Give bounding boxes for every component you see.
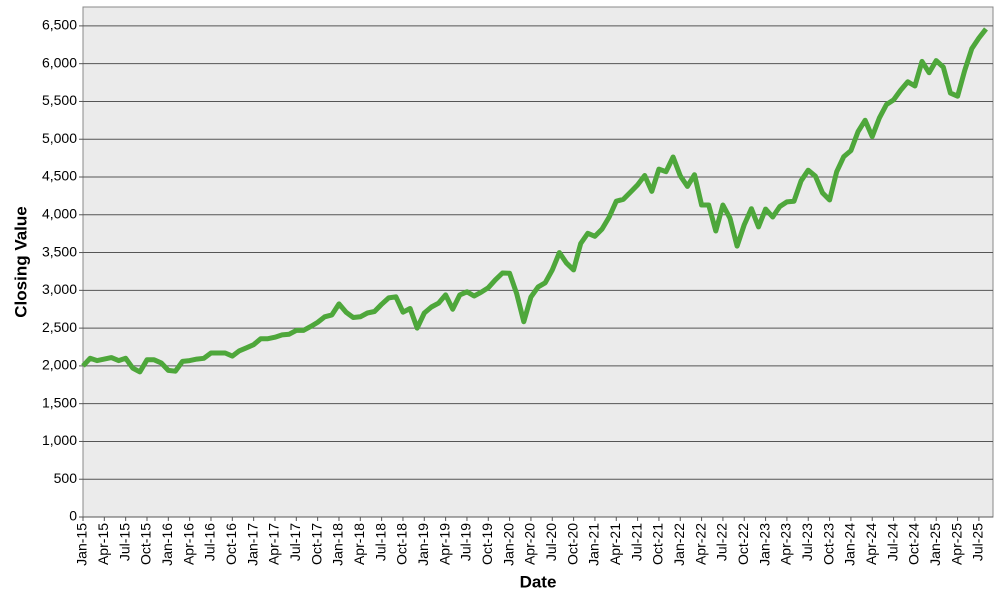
y-axis-title: Closing Value <box>11 206 30 317</box>
plot-area <box>82 6 994 518</box>
x-tick-label: Jul-16 <box>202 523 218 561</box>
y-tick-label: 4,500 <box>42 168 77 184</box>
x-tick-label: Jan-17 <box>244 523 260 566</box>
y-tick-label: 500 <box>54 470 78 486</box>
x-tick-label: Apr-25 <box>948 523 964 565</box>
y-tick-label: 1,000 <box>42 432 77 448</box>
x-tick-label: Oct-24 <box>906 523 922 565</box>
x-tick-label: Oct-23 <box>820 523 836 565</box>
y-tick-label: 3,500 <box>42 243 77 259</box>
x-tick-label: Jul-23 <box>799 523 815 561</box>
x-tick-label: Jan-25 <box>927 523 943 566</box>
x-tick-label: Jul-17 <box>287 523 303 561</box>
x-tick-label: Jan-24 <box>842 523 858 566</box>
x-tick-label: Oct-20 <box>564 523 580 565</box>
y-tick-label: 6,500 <box>42 17 77 33</box>
x-tick-label: Jul-15 <box>116 523 132 561</box>
x-tick-label: Jan-18 <box>330 523 346 566</box>
x-axis-title: Date <box>520 572 557 591</box>
x-tick-label: Apr-21 <box>607 523 623 565</box>
y-tick-label: 6,000 <box>42 54 77 70</box>
y-tick-label: 2,500 <box>42 319 77 335</box>
x-tick-label: Jan-21 <box>586 523 602 566</box>
x-tick-label: Jul-19 <box>458 523 474 561</box>
x-tick-label: Jul-25 <box>970 523 986 561</box>
x-tick-label: Apr-18 <box>351 523 367 565</box>
x-tick-label: Oct-19 <box>479 523 495 565</box>
x-tick-label: Apr-23 <box>778 523 794 565</box>
y-tick-label: 1,500 <box>42 394 77 410</box>
x-tick-label: Oct-15 <box>138 523 154 565</box>
y-tick-label: 5,000 <box>42 130 77 146</box>
x-tick-label: Apr-22 <box>692 523 708 565</box>
x-tick-label: Jul-20 <box>543 523 559 561</box>
y-tick-label: 5,500 <box>42 92 77 108</box>
x-tick-label: Apr-19 <box>436 523 452 565</box>
x-tick-label: Apr-16 <box>180 523 196 565</box>
x-tick-label: Oct-18 <box>394 523 410 565</box>
x-tick-label: Apr-17 <box>266 523 282 565</box>
x-tick-label: Apr-20 <box>522 523 538 565</box>
series-line <box>81 27 988 375</box>
x-tick-label: Oct-16 <box>223 523 239 565</box>
x-tick-label: Jul-24 <box>884 523 900 561</box>
x-tick-label: Jan-15 <box>74 523 90 566</box>
x-tick-label: Jan-20 <box>500 523 516 566</box>
x-tick-label: Apr-24 <box>863 523 879 565</box>
x-tick-label: Oct-17 <box>308 523 324 565</box>
x-tick-label: Jan-22 <box>671 523 687 566</box>
x-tick-label: Oct-22 <box>735 523 751 565</box>
x-tick-label: Oct-21 <box>650 523 666 565</box>
x-tick-label: Apr-15 <box>95 523 111 565</box>
y-tick-label: 0 <box>69 508 77 524</box>
y-tick-label: 4,000 <box>42 205 77 221</box>
y-tick-label: 2,000 <box>42 357 77 373</box>
x-tick-label: Jan-23 <box>756 523 772 566</box>
x-tick-label: Jul-21 <box>628 523 644 561</box>
y-tick-label: 3,000 <box>42 281 77 297</box>
x-tick-label: Jul-22 <box>714 523 730 561</box>
x-tick-label: Jan-16 <box>159 523 175 566</box>
x-tick-label: Jan-19 <box>415 523 431 566</box>
x-tick-label: Jul-18 <box>372 523 388 561</box>
